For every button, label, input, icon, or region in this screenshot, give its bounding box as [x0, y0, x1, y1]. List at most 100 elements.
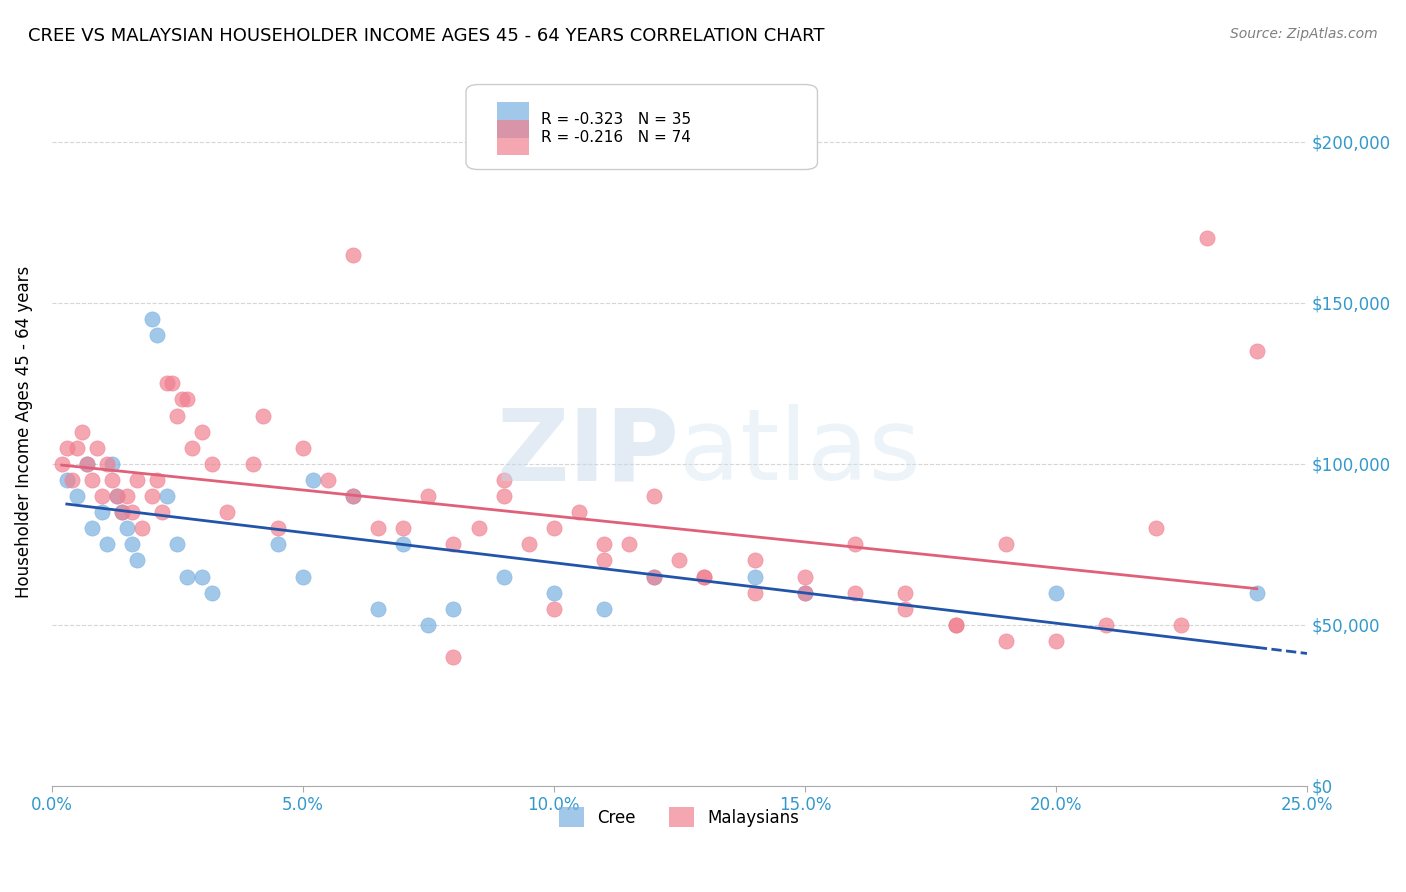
Malaysians	[492, 489, 515, 503]
Malaysians	[643, 569, 665, 583]
Malaysians	[80, 473, 103, 487]
Malaysians	[191, 425, 214, 439]
Cree	[80, 521, 103, 535]
Malaysians	[86, 441, 108, 455]
Malaysians	[793, 569, 815, 583]
Malaysians	[342, 489, 364, 503]
Malaysians	[418, 489, 440, 503]
Malaysians	[162, 376, 184, 391]
Malaysians	[844, 585, 866, 599]
Cree	[115, 521, 138, 535]
Cree	[201, 585, 224, 599]
Malaysians	[617, 537, 640, 551]
Malaysians	[894, 585, 917, 599]
Malaysians	[176, 392, 198, 407]
Malaysians	[643, 489, 665, 503]
Malaysians	[1095, 617, 1118, 632]
Malaysians	[217, 505, 239, 519]
Cree	[111, 505, 134, 519]
Malaysians	[70, 425, 93, 439]
Malaysians	[441, 537, 464, 551]
Malaysians	[1170, 617, 1192, 632]
Cree	[101, 457, 124, 471]
Cree	[367, 601, 389, 615]
Cree	[593, 601, 616, 615]
Cree	[492, 569, 515, 583]
Cree	[66, 489, 89, 503]
Malaysians	[894, 601, 917, 615]
Cree	[643, 569, 665, 583]
Malaysians	[66, 441, 89, 455]
Malaysians	[166, 409, 188, 423]
Malaysians	[1246, 344, 1268, 359]
Malaysians	[201, 457, 224, 471]
Malaysians	[131, 521, 153, 535]
Malaysians	[844, 537, 866, 551]
Cree	[543, 585, 565, 599]
Malaysians	[181, 441, 204, 455]
Malaysians	[127, 473, 149, 487]
Malaysians	[492, 473, 515, 487]
Cree	[146, 328, 169, 343]
Malaysians	[76, 457, 98, 471]
Cree	[121, 537, 143, 551]
Cree	[392, 537, 415, 551]
Malaysians	[744, 585, 766, 599]
Cree	[302, 473, 325, 487]
FancyBboxPatch shape	[465, 85, 817, 169]
Malaysians	[101, 473, 124, 487]
Cree	[191, 569, 214, 583]
Cree	[744, 569, 766, 583]
Y-axis label: Householder Income Ages 45 - 64 years: Householder Income Ages 45 - 64 years	[15, 266, 32, 598]
Malaysians	[111, 505, 134, 519]
Malaysians	[994, 537, 1017, 551]
Malaysians	[392, 521, 415, 535]
Malaysians	[994, 633, 1017, 648]
Cree	[267, 537, 290, 551]
Cree	[76, 457, 98, 471]
Cree	[176, 569, 198, 583]
Malaysians	[51, 457, 73, 471]
Malaysians	[1195, 231, 1218, 245]
Cree	[91, 505, 114, 519]
Cree	[441, 601, 464, 615]
Cree	[291, 569, 314, 583]
Malaysians	[150, 505, 173, 519]
Cree	[342, 489, 364, 503]
Malaysians	[56, 441, 79, 455]
Malaysians	[1045, 633, 1067, 648]
Malaysians	[467, 521, 489, 535]
Malaysians	[172, 392, 194, 407]
Malaysians	[121, 505, 143, 519]
Malaysians	[593, 537, 616, 551]
Malaysians	[744, 553, 766, 567]
Malaysians	[693, 569, 716, 583]
Malaysians	[945, 617, 967, 632]
Malaysians	[517, 537, 540, 551]
Cree	[127, 553, 149, 567]
Malaysians	[593, 553, 616, 567]
Malaysians	[1144, 521, 1167, 535]
Cree	[418, 617, 440, 632]
FancyBboxPatch shape	[498, 103, 529, 137]
Malaysians	[543, 521, 565, 535]
Malaysians	[156, 376, 179, 391]
Malaysians	[668, 553, 690, 567]
Malaysians	[115, 489, 138, 503]
Cree	[105, 489, 128, 503]
Text: Source: ZipAtlas.com: Source: ZipAtlas.com	[1230, 27, 1378, 41]
FancyBboxPatch shape	[498, 120, 529, 155]
Malaysians	[568, 505, 591, 519]
Malaysians	[146, 473, 169, 487]
Malaysians	[91, 489, 114, 503]
Malaysians	[252, 409, 274, 423]
Malaysians	[242, 457, 264, 471]
Text: R = -0.216   N = 74: R = -0.216 N = 74	[541, 130, 692, 145]
Cree	[1045, 585, 1067, 599]
Legend: Cree, Malaysians: Cree, Malaysians	[553, 800, 806, 834]
Text: CREE VS MALAYSIAN HOUSEHOLDER INCOME AGES 45 - 64 YEARS CORRELATION CHART: CREE VS MALAYSIAN HOUSEHOLDER INCOME AGE…	[28, 27, 825, 45]
Malaysians	[291, 441, 314, 455]
Cree	[1246, 585, 1268, 599]
Cree	[156, 489, 179, 503]
Cree	[793, 585, 815, 599]
